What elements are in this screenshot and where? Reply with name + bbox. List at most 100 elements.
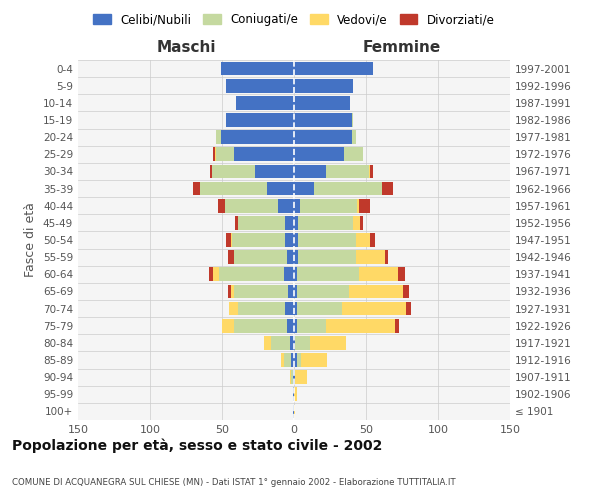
Bar	[229, 302, 238, 316]
Bar	[370, 233, 374, 247]
Bar	[310, 336, 346, 349]
Bar	[298, 216, 353, 230]
Bar	[297, 268, 359, 281]
Bar	[326, 319, 395, 332]
Bar	[226, 113, 294, 127]
Bar	[403, 284, 409, 298]
Bar	[284, 268, 294, 281]
Bar	[295, 370, 307, 384]
Bar	[356, 250, 385, 264]
Bar	[233, 148, 294, 161]
Bar	[271, 336, 290, 349]
Bar	[294, 79, 353, 92]
Bar	[225, 199, 278, 212]
Bar	[369, 164, 370, 178]
Bar	[209, 268, 214, 281]
Bar	[266, 182, 294, 196]
Bar	[294, 164, 326, 178]
Bar	[230, 233, 232, 247]
Bar	[406, 302, 410, 316]
Text: Femmine: Femmine	[363, 40, 441, 55]
Bar	[294, 113, 352, 127]
Bar	[359, 268, 398, 281]
Text: Maschi: Maschi	[156, 40, 216, 55]
Bar	[314, 182, 382, 196]
Text: Popolazione per età, sesso e stato civile - 2002: Popolazione per età, sesso e stato civil…	[12, 438, 382, 453]
Bar	[297, 302, 341, 316]
Bar	[370, 164, 373, 178]
Bar	[353, 216, 360, 230]
Bar	[226, 233, 230, 247]
Bar	[298, 233, 356, 247]
Bar	[294, 250, 298, 264]
Bar	[286, 233, 294, 247]
Bar	[286, 216, 294, 230]
Bar	[398, 268, 405, 281]
Bar	[264, 336, 271, 349]
Bar	[219, 268, 284, 281]
Bar	[291, 353, 294, 367]
Bar	[226, 79, 294, 92]
Bar	[216, 130, 221, 144]
Bar	[290, 336, 294, 349]
Bar	[293, 404, 294, 418]
Bar	[294, 302, 297, 316]
Legend: Celibi/Nubili, Coniugati/e, Vedovi/e, Divorziati/e: Celibi/Nubili, Coniugati/e, Vedovi/e, Di…	[89, 8, 499, 31]
Bar	[298, 250, 356, 264]
Bar	[200, 182, 266, 196]
Bar	[287, 250, 294, 264]
Bar	[352, 130, 356, 144]
Bar	[294, 284, 297, 298]
Bar	[382, 182, 394, 196]
Bar	[221, 130, 294, 144]
Bar	[284, 353, 291, 367]
Bar	[193, 182, 200, 196]
Bar	[300, 199, 358, 212]
Bar	[326, 164, 369, 178]
Bar	[294, 96, 350, 110]
Bar	[238, 302, 286, 316]
Bar	[360, 216, 363, 230]
Bar	[230, 284, 233, 298]
Bar	[216, 148, 233, 161]
Bar	[212, 164, 255, 178]
Bar	[349, 284, 403, 298]
Bar	[344, 148, 363, 161]
Bar	[294, 62, 373, 76]
Bar	[358, 199, 359, 212]
Bar	[359, 199, 370, 212]
Bar	[221, 62, 294, 76]
Bar	[294, 388, 297, 401]
Bar	[286, 302, 294, 316]
Bar	[214, 268, 219, 281]
Bar	[233, 284, 288, 298]
Bar	[294, 182, 314, 196]
Bar	[238, 216, 286, 230]
Bar	[218, 199, 225, 212]
Bar	[255, 164, 294, 178]
Bar	[395, 319, 399, 332]
Bar	[215, 148, 216, 161]
Bar	[232, 233, 286, 247]
Bar	[233, 319, 287, 332]
Bar	[294, 353, 297, 367]
Bar	[294, 148, 344, 161]
Bar	[297, 319, 326, 332]
Bar	[295, 336, 310, 349]
Bar	[297, 353, 301, 367]
Bar	[294, 216, 298, 230]
Bar	[294, 130, 352, 144]
Text: COMUNE DI ACQUANEGRA SUL CHIESE (MN) - Dati ISTAT 1° gennaio 2002 - Elaborazione: COMUNE DI ACQUANEGRA SUL CHIESE (MN) - D…	[12, 478, 455, 487]
Bar	[291, 370, 293, 384]
Bar	[290, 370, 291, 384]
Bar	[294, 319, 297, 332]
Bar	[352, 113, 353, 127]
Bar	[288, 284, 294, 298]
Bar	[278, 199, 294, 212]
Bar	[228, 250, 233, 264]
Bar	[222, 319, 233, 332]
Bar	[236, 96, 294, 110]
Bar	[294, 404, 295, 418]
Bar	[294, 336, 295, 349]
Bar	[294, 233, 298, 247]
